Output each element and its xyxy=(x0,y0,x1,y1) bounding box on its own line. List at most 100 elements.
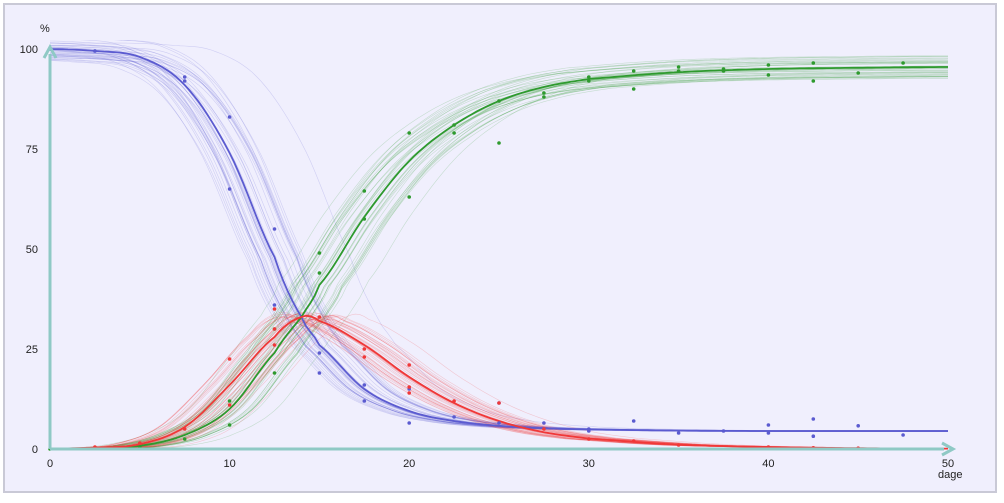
observation-green-13 xyxy=(452,123,456,127)
y-axis-arrow xyxy=(42,43,58,59)
y-tick-0: 0 xyxy=(32,444,38,456)
observation-green-15 xyxy=(497,141,501,145)
observation-green-6 xyxy=(272,371,277,375)
x-tick-0: 0 xyxy=(47,458,53,470)
ensemble-curve-0-16 xyxy=(49,55,948,432)
ensemble-curve-1-12 xyxy=(50,74,948,450)
ensemble-curve-1-27 xyxy=(50,62,948,450)
observation-blue-21 xyxy=(676,431,681,435)
observation-points xyxy=(48,47,905,451)
observation-blue-26 xyxy=(811,434,816,439)
observation-blue-16 xyxy=(497,421,501,425)
observation-blue-11 xyxy=(362,399,367,403)
observation-red-17 xyxy=(587,437,591,441)
observation-blue-13 xyxy=(407,421,412,425)
y-tick-100: 100 xyxy=(20,44,38,56)
observation-green-21 xyxy=(631,69,636,73)
observation-red-9 xyxy=(362,347,367,351)
observation-green-2 xyxy=(182,437,187,441)
observation-red-14 xyxy=(452,399,456,403)
observation-blue-23 xyxy=(766,423,771,427)
ensemble-curve-0-24 xyxy=(50,57,948,432)
ensemble-curve-1-3 xyxy=(50,68,948,450)
observation-green-24 xyxy=(676,69,681,73)
ensemble-curve-1-28 xyxy=(50,72,948,450)
observation-green-26 xyxy=(721,69,726,73)
ensemble-curve-1-9 xyxy=(49,62,948,449)
ensemble-curve-1-35 xyxy=(50,66,948,450)
x-tick-50: 50 xyxy=(942,458,954,470)
observation-red-7 xyxy=(272,343,277,347)
observation-red-16 xyxy=(542,427,546,431)
observation-blue-27 xyxy=(856,424,860,428)
fitted-line-green xyxy=(50,66,948,450)
observation-green-8 xyxy=(317,271,322,275)
ensemble-curve-1-7 xyxy=(49,60,948,450)
ensemble-curve-1-1 xyxy=(49,56,948,450)
x-tick-10: 10 xyxy=(223,458,235,470)
ensemble-curve-0-11 xyxy=(49,50,948,432)
ensemble-curve-1-16 xyxy=(49,66,948,450)
observation-green-28 xyxy=(766,73,771,77)
observation-red-2 xyxy=(182,427,187,431)
ensemble-curve-0-33 xyxy=(50,57,948,432)
observation-blue-2 xyxy=(182,75,187,79)
observation-blue-7 xyxy=(272,303,277,307)
observation-red-10 xyxy=(362,355,367,359)
y-tick-75: 75 xyxy=(26,144,38,156)
ensemble-curve-0-31 xyxy=(49,50,948,432)
observation-blue-6 xyxy=(272,227,277,231)
y-tick-25: 25 xyxy=(26,344,38,356)
ensemble-curve-1-4 xyxy=(49,55,948,449)
ensemble-curve-0-38 xyxy=(49,53,948,432)
observation-blue-28 xyxy=(901,433,905,437)
observation-blue-5 xyxy=(227,187,232,191)
observation-green-16 xyxy=(497,99,501,103)
observation-blue-3 xyxy=(182,79,187,83)
observation-blue-24 xyxy=(766,431,771,435)
observation-red-13 xyxy=(407,391,412,395)
observation-green-29 xyxy=(811,61,816,65)
observation-red-5 xyxy=(272,307,277,311)
ensemble-curve-1-13 xyxy=(49,76,948,449)
observation-blue-25 xyxy=(811,417,816,421)
observation-green-20 xyxy=(587,79,591,83)
observation-green-7 xyxy=(317,251,322,255)
y-axis-label: % xyxy=(40,23,50,35)
ensemble-curve-1-22 xyxy=(50,76,948,450)
observation-red-15 xyxy=(497,401,501,405)
ensemble-curve-1-18 xyxy=(49,70,948,450)
observation-green-12 xyxy=(407,195,412,199)
tick-labels: 0 10 20 30 40 50 0 25 50 75 100 xyxy=(20,44,954,470)
observation-blue-14 xyxy=(452,415,456,419)
observation-blue-4 xyxy=(227,115,232,119)
ensemble-curve-1-11 xyxy=(50,73,948,450)
observation-red-1 xyxy=(138,441,142,445)
observation-green-19 xyxy=(587,75,591,79)
ensemble-curve-0-1 xyxy=(49,50,948,432)
ensemble-curve-1-19 xyxy=(50,71,948,450)
ensemble-curve-0-32 xyxy=(49,55,948,432)
chart-frame xyxy=(3,3,997,493)
ensemble-curve-1-23 xyxy=(49,75,948,450)
observation-blue-1 xyxy=(93,49,97,53)
observation-green-4 xyxy=(227,423,232,427)
ensemble-curve-1-0 xyxy=(50,61,949,450)
ensemble-curve-1-34 xyxy=(50,65,948,450)
observation-red-12 xyxy=(407,385,412,389)
observation-red-4 xyxy=(227,403,232,407)
ensemble-curve-1-25 xyxy=(49,60,948,449)
ensemble-curve-0-19 xyxy=(49,59,948,432)
observation-green-18 xyxy=(542,95,546,99)
x-tick-30: 30 xyxy=(583,458,595,470)
ensemble-curve-0-4 xyxy=(49,54,948,432)
observation-red-18 xyxy=(631,439,636,443)
ensemble-curve-0-27 xyxy=(50,45,948,432)
observation-green-23 xyxy=(676,65,681,69)
observation-green-11 xyxy=(407,131,412,135)
ensemble-curve-1-37 xyxy=(50,66,948,450)
fitted-line-blue xyxy=(49,48,948,432)
ensemble-curve-1-10 xyxy=(50,63,948,450)
ensemble-curve-0-25 xyxy=(49,50,948,432)
